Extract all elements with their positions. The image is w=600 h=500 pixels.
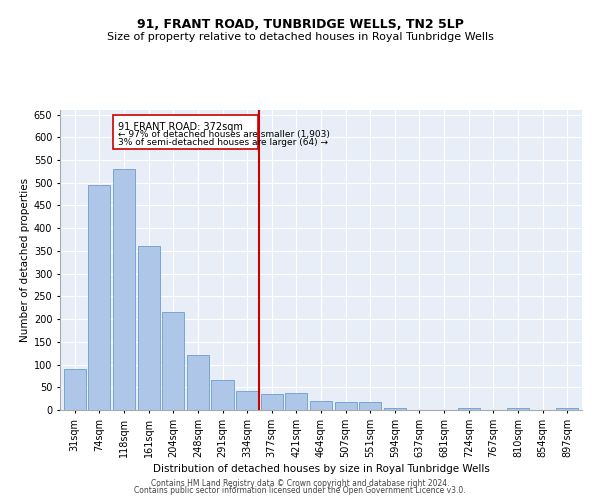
Y-axis label: Number of detached properties: Number of detached properties [20,178,29,342]
Bar [556,408,578,410]
Text: 3% of semi-detached houses are larger (64) →: 3% of semi-detached houses are larger (6… [118,138,328,147]
Text: Size of property relative to detached houses in Royal Tunbridge Wells: Size of property relative to detached ho… [107,32,493,42]
Text: Contains HM Land Registry data © Crown copyright and database right 2024.: Contains HM Land Registry data © Crown c… [151,478,449,488]
Bar [236,391,258,410]
Bar [458,408,480,410]
Bar [310,401,332,410]
Text: Contains public sector information licensed under the Open Government Licence v3: Contains public sector information licen… [134,486,466,495]
Bar [187,356,209,410]
Bar [335,402,357,410]
Bar [359,402,382,410]
Text: 91 FRANT ROAD: 372sqm: 91 FRANT ROAD: 372sqm [118,122,243,132]
Bar [285,393,307,410]
Text: ← 97% of detached houses are smaller (1,903): ← 97% of detached houses are smaller (1,… [118,130,330,139]
X-axis label: Distribution of detached houses by size in Royal Tunbridge Wells: Distribution of detached houses by size … [152,464,490,474]
Bar [260,394,283,410]
Bar [507,408,529,410]
Bar [137,246,160,410]
Text: 91, FRANT ROAD, TUNBRIDGE WELLS, TN2 5LP: 91, FRANT ROAD, TUNBRIDGE WELLS, TN2 5LP [137,18,463,30]
Bar [113,169,135,410]
Bar [384,408,406,410]
Bar [211,380,233,410]
Bar [88,185,110,410]
Bar [162,312,184,410]
Bar [113,116,258,148]
Bar [64,369,86,410]
